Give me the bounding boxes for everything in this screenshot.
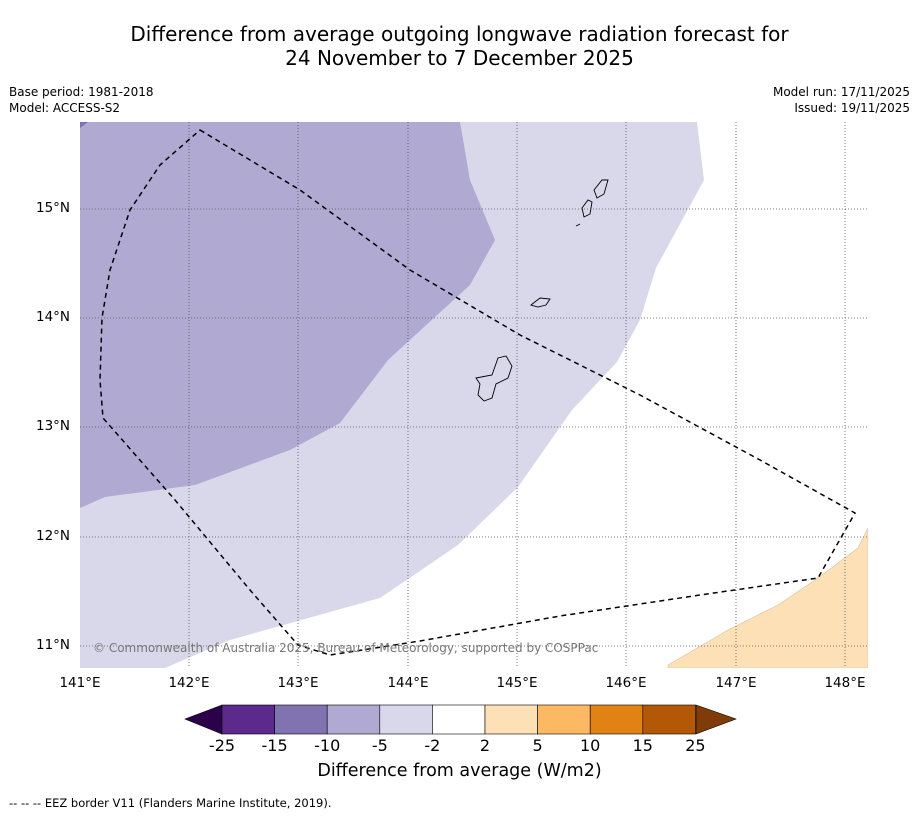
colorbar-label-4: -2: [424, 736, 441, 755]
colorbar-segment-6: [484, 704, 538, 735]
colorbar: [184, 704, 737, 735]
colorbar-segment-1: [221, 704, 275, 735]
lat-label-14n: 14°N: [36, 309, 71, 325]
title-line-2: 24 November to 7 December 2025: [285, 46, 634, 70]
lat-label-13n: 13°N: [36, 418, 71, 434]
colorbar-label-3: -5: [371, 736, 388, 755]
map-area: [80, 122, 868, 668]
meta-left: Base period: 1981-2018 Model: ACCESS-S2: [9, 84, 154, 116]
colorbar-segment-5: [432, 704, 486, 735]
lon-label-145e: 145°E: [496, 675, 538, 691]
meta-right: Model run: 17/11/2025 Issued: 19/11/2025: [773, 84, 910, 116]
lon-label-142e: 142°E: [168, 675, 210, 691]
colorbar-title: Difference from average (W/m2): [317, 761, 602, 781]
lon-label-141e: 141°E: [59, 675, 101, 691]
lon-label-147e: 147°E: [715, 675, 757, 691]
lon-label-143e: 143°E: [277, 675, 319, 691]
model-run: Model run: 17/11/2025: [772, 85, 910, 99]
issued-date: Issued: 19/11/2025: [794, 101, 910, 115]
region-2-5: [667, 527, 868, 668]
colorbar-segment-3: [326, 704, 381, 735]
region-corner-sliver: [80, 122, 88, 128]
colorbar-extend-low: [184, 704, 223, 735]
colorbar-extend-high: [695, 704, 737, 735]
tinian-island: [581, 199, 593, 218]
eez-border: [99, 129, 857, 656]
model-name: Model: ACCESS-S2: [9, 101, 121, 115]
eez-footnote: -- -- -- EEZ border V11 (Flanders Marine…: [9, 796, 332, 810]
colorbar-segment-4: [379, 704, 433, 735]
colorbar-label-1: -15: [261, 736, 288, 755]
lat-label-15n: 15°N: [36, 200, 71, 216]
grid-lines: [80, 122, 868, 668]
colorbar-segment-9: [642, 704, 696, 735]
colorbar-label-6: 5: [532, 736, 543, 755]
colorbar-label-8: 15: [632, 736, 653, 755]
title-line-1: Difference from average outgoing longwav…: [130, 22, 789, 46]
colorbar-label-5: 2: [479, 736, 491, 755]
aguijan-islet: [575, 223, 581, 227]
colorbar-segment-2: [274, 704, 328, 735]
lon-label-146e: 146°E: [605, 675, 647, 691]
chart-title: Difference from average outgoing longwav…: [0, 22, 919, 70]
base-period: Base period: 1981-2018: [9, 85, 154, 99]
colorbar-label-7: 10: [580, 736, 601, 755]
guam-island: [475, 355, 513, 402]
lat-label-12n: 12°N: [36, 528, 71, 544]
lat-label-11n: 11°N: [36, 637, 71, 653]
colorbar-label-9: 25: [685, 736, 706, 755]
saipan-island: [593, 179, 609, 199]
colorbar-label-0: -25: [208, 736, 236, 755]
lon-label-148e: 148°E: [824, 675, 866, 691]
copyright-notice: © Commonwealth of Australia 2025, Bureau…: [93, 641, 599, 655]
colorbar-segment-7: [537, 704, 591, 735]
colorbar-segment-8: [589, 704, 644, 735]
lon-label-144e: 144°E: [387, 675, 429, 691]
region-minus10-minus5: [80, 122, 495, 508]
colorbar-label-2: -10: [314, 736, 341, 755]
rota-island: [530, 297, 551, 308]
